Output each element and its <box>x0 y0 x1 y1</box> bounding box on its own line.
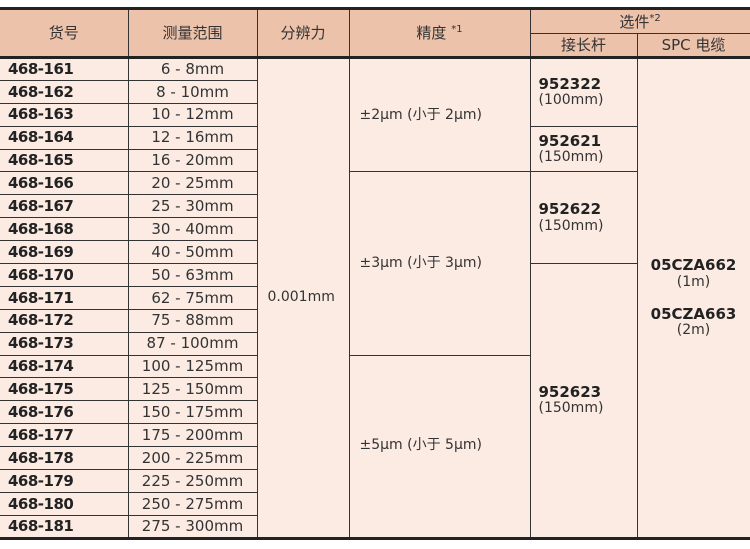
model-number: 468-168 <box>0 217 129 242</box>
spc-cable: 05CZA662 (1m) 05CZA663 (2m) <box>636 57 750 539</box>
options-label: 选件 <box>619 12 650 31</box>
measuring-range: 10 - 12mm <box>127 102 258 127</box>
model-number: 468-172 <box>0 308 129 333</box>
extension-length: (150mm) <box>538 217 604 234</box>
header-model: 货号 <box>0 8 129 58</box>
header-extension-rod: 接长杆 <box>530 33 638 58</box>
measuring-range: 100 - 125mm <box>127 354 258 379</box>
model-number: 468-180 <box>0 491 129 516</box>
measuring-range: 40 - 50mm <box>127 240 258 265</box>
extension-length: (150mm) <box>538 149 604 166</box>
model-number: 468-163 <box>0 102 129 127</box>
table-row: 468-167 25 - 30mm <box>0 194 750 219</box>
measuring-range: 87 - 100mm <box>127 331 258 356</box>
model-number: 468-181 <box>0 514 129 539</box>
model-number: 468-161 <box>0 57 129 81</box>
table-row: 468-169 40 - 50mm <box>0 240 750 265</box>
model-number: 468-177 <box>0 423 129 448</box>
measuring-range: 30 - 40mm <box>127 217 258 242</box>
spec-table: 货号 测量范围 分辨力 精度 *1 选件*2 接长杆 SPC 电缆 468-16… <box>0 7 750 540</box>
table-row: 468-168 30 - 40mm <box>0 217 750 242</box>
extension-rod: 952623 (150mm) <box>529 263 638 539</box>
extension-length: (150mm) <box>538 400 604 417</box>
measuring-range: 62 - 75mm <box>127 285 258 310</box>
note-mark: *1 <box>451 24 463 36</box>
table-row: 468-170 50 - 63mm 952623 (150mm) <box>0 263 750 539</box>
model-number: 468-169 <box>0 240 129 265</box>
model-number: 468-173 <box>0 331 129 356</box>
measuring-range: 6 - 8mm <box>127 57 258 81</box>
table-row: 468-178 200 - 225mm <box>0 446 750 471</box>
model-number: 468-179 <box>0 469 129 493</box>
header-resolution: 分辨力 <box>256 8 350 58</box>
note-mark: *2 <box>649 12 661 24</box>
measuring-range: 175 - 200mm <box>127 423 258 448</box>
spc-length: (1m) <box>676 273 711 290</box>
table-row: 468-172 75 - 88mm <box>0 308 750 333</box>
measuring-range: 275 - 300mm <box>127 514 258 539</box>
measuring-range: 200 - 225mm <box>127 446 258 471</box>
model-number: 468-171 <box>0 285 129 310</box>
spc-code: 05CZA662 <box>650 256 737 275</box>
measuring-range: 125 - 150mm <box>127 377 258 402</box>
spc-code: 05CZA663 <box>650 304 737 323</box>
model-number: 468-162 <box>0 79 129 104</box>
extension-rod: 952621 (150mm) <box>529 125 638 173</box>
extension-code: 952621 <box>538 131 602 150</box>
table-row: 468-176 150 - 175mm <box>0 400 750 425</box>
extension-code: 952622 <box>538 200 602 219</box>
model-number: 468-165 <box>0 148 129 173</box>
model-number: 468-174 <box>0 354 129 379</box>
table-row: 468-181 275 - 300mm <box>0 514 750 539</box>
table-row: 468-161 6 - 8mm 0.001mm ±2μm (小于 2μm) 95232… <box>0 56 750 539</box>
table-row: 468-164 12 - 16mm 952621 (150mm) <box>0 125 750 173</box>
extension-rod: 952322 (100mm) <box>529 57 638 127</box>
model-number: 468-176 <box>0 400 129 425</box>
table-row: 468-165 16 - 20mm <box>0 148 750 173</box>
extension-code: 952623 <box>538 382 602 401</box>
measuring-range: 150 - 175mm <box>127 400 258 425</box>
model-number: 468-167 <box>0 194 129 219</box>
table-row: 468-175 125 - 150mm <box>0 377 750 402</box>
resolution: 0.001mm <box>256 57 350 539</box>
model-number: 468-170 <box>0 263 129 287</box>
model-number: 468-175 <box>0 377 129 402</box>
table-row: 468-180 250 - 275mm <box>0 491 750 516</box>
measuring-range: 8 - 10mm <box>127 79 258 104</box>
measuring-range: 12 - 16mm <box>127 125 258 150</box>
extension-code: 952322 <box>538 74 602 93</box>
table-row: 468-179 225 - 250mm <box>0 469 750 493</box>
accuracy-label: 精度 <box>416 24 447 43</box>
table-row: 468-163 10 - 12mm <box>0 102 750 127</box>
spc-length: (2m) <box>676 321 711 338</box>
header-spc-cable: SPC 电缆 <box>636 33 750 58</box>
header-accuracy: 精度 *1 <box>348 8 531 58</box>
measuring-range: 16 - 20mm <box>127 148 258 173</box>
table-row: 468-166 20 - 25mm ±3μm (小于 3μm) 952622 (150… <box>0 171 750 356</box>
model-number: 468-178 <box>0 446 129 471</box>
header-options: 选件*2 <box>529 8 750 34</box>
measuring-range: 75 - 88mm <box>127 308 258 333</box>
measuring-range: 225 - 250mm <box>127 469 258 493</box>
extension-rod: 952622 (150mm) <box>529 171 638 265</box>
extension-length: (100mm) <box>538 92 604 109</box>
measuring-range: 50 - 63mm <box>127 263 258 287</box>
accuracy: ±3μm (小于 3μm) <box>348 171 531 356</box>
measuring-range: 25 - 30mm <box>127 194 258 219</box>
table-row: 468-173 87 - 100mm <box>0 331 750 356</box>
model-number: 468-164 <box>0 125 129 150</box>
measuring-range: 20 - 25mm <box>127 171 258 196</box>
accuracy: ±2μm (小于 2μm) <box>348 56 531 173</box>
header-range: 测量范围 <box>127 8 258 58</box>
model-number: 468-166 <box>0 171 129 196</box>
accuracy: ±5μm (小于 5μm) <box>348 354 531 539</box>
measuring-range: 250 - 275mm <box>127 491 258 516</box>
